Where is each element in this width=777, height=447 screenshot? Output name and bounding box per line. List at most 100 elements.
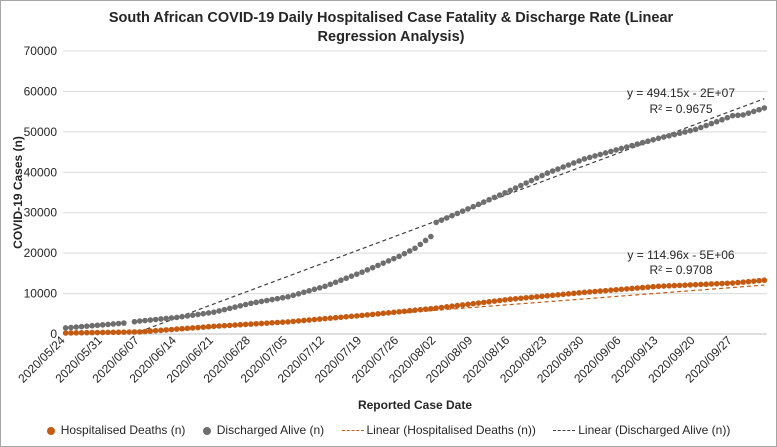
point-deaths	[449, 303, 455, 310]
point-deaths	[391, 309, 397, 316]
point-discharged	[724, 114, 731, 121]
point-discharged	[401, 250, 408, 257]
point-discharged	[105, 321, 111, 328]
point-discharged	[496, 192, 503, 198]
point-discharged	[750, 108, 757, 115]
point-deaths	[422, 306, 429, 312]
point-discharged	[602, 150, 609, 156]
point-deaths	[253, 320, 260, 327]
point-discharged	[507, 187, 514, 194]
point-deaths	[676, 282, 683, 289]
point-deaths	[322, 315, 328, 322]
point-deaths	[311, 316, 318, 323]
point-deaths	[306, 317, 312, 323]
point-discharged	[502, 189, 508, 196]
point-deaths	[507, 296, 514, 303]
point-discharged	[189, 312, 196, 318]
point-deaths	[401, 308, 408, 315]
y-tick-label: 20000	[24, 246, 58, 260]
point-deaths	[544, 292, 551, 299]
point-deaths	[433, 305, 439, 311]
y-tick-label: 70000	[24, 44, 58, 58]
point-deaths	[459, 302, 466, 308]
point-deaths	[713, 280, 720, 287]
point-discharged	[327, 281, 334, 288]
point-discharged	[629, 142, 635, 149]
point-deaths	[396, 308, 402, 315]
point-discharged	[168, 315, 175, 321]
point-discharged	[285, 294, 291, 300]
point-deaths	[205, 323, 212, 330]
point-discharged	[687, 127, 694, 134]
point-discharged	[369, 264, 376, 271]
point-deaths	[528, 294, 535, 301]
point-deaths	[200, 324, 207, 330]
point-discharged	[332, 279, 339, 286]
legend-item-discharged-trend[interactable]: Linear (Discharged Alive (n))	[553, 423, 730, 437]
point-deaths	[290, 318, 297, 325]
point-deaths	[152, 327, 159, 334]
point-deaths	[84, 329, 90, 336]
point-deaths	[375, 311, 381, 317]
point-deaths	[454, 302, 461, 309]
point-discharged	[152, 316, 159, 323]
legend-item-discharged[interactable]: Discharged Alive (n)	[202, 423, 324, 437]
point-deaths	[581, 289, 588, 296]
point-discharged	[740, 112, 746, 118]
point-deaths	[189, 325, 196, 331]
point-deaths	[417, 306, 424, 313]
legend-item-deaths[interactable]: Hospitalised Deaths (n)	[46, 423, 185, 437]
point-discharged	[443, 215, 450, 221]
point-discharged	[353, 271, 360, 277]
x-axis-title: Reported Case Date	[358, 398, 472, 412]
point-deaths	[750, 278, 757, 284]
point-discharged	[226, 305, 233, 312]
point-deaths	[539, 293, 545, 300]
point-deaths	[481, 299, 487, 306]
point-discharged	[713, 118, 720, 125]
point-deaths	[168, 326, 175, 333]
point-deaths	[761, 277, 768, 284]
point-discharged	[73, 324, 80, 330]
point-discharged	[613, 147, 619, 153]
legend-item-deaths-trend[interactable]: Linear (Hospitalised Deaths (n))	[341, 423, 536, 437]
point-deaths	[232, 322, 238, 328]
y-axis-title: COVID-19 Cases (n)	[11, 136, 25, 249]
point-deaths	[634, 285, 641, 291]
point-discharged	[618, 145, 625, 152]
point-discharged	[253, 299, 260, 306]
point-deaths	[496, 297, 503, 304]
point-deaths	[570, 290, 577, 297]
point-deaths	[613, 286, 619, 293]
point-discharged	[78, 323, 85, 330]
point-deaths	[745, 278, 752, 285]
point-discharged	[380, 260, 387, 266]
point-deaths	[105, 329, 111, 336]
point-discharged	[523, 180, 529, 186]
point-discharged	[544, 170, 551, 176]
point-deaths	[555, 292, 561, 298]
point-deaths	[68, 330, 74, 336]
point-deaths	[121, 329, 127, 335]
point-discharged	[428, 233, 434, 240]
point-deaths	[756, 277, 762, 284]
point-discharged	[682, 129, 688, 135]
point-deaths	[724, 280, 731, 287]
point-discharged	[391, 255, 397, 262]
point-discharged	[142, 317, 148, 324]
point-discharged	[422, 237, 429, 244]
point-discharged	[316, 284, 323, 291]
legend-dot-discharged	[202, 426, 211, 435]
point-deaths	[295, 318, 302, 324]
point-discharged	[279, 294, 286, 301]
point-deaths	[428, 305, 434, 312]
point-discharged	[375, 262, 381, 269]
point-discharged	[301, 289, 307, 296]
point-deaths	[147, 328, 154, 334]
point-deaths	[369, 311, 376, 318]
point-discharged	[269, 296, 275, 303]
point-deaths	[110, 329, 117, 336]
point-discharged	[211, 309, 217, 315]
point-discharged	[348, 273, 355, 279]
